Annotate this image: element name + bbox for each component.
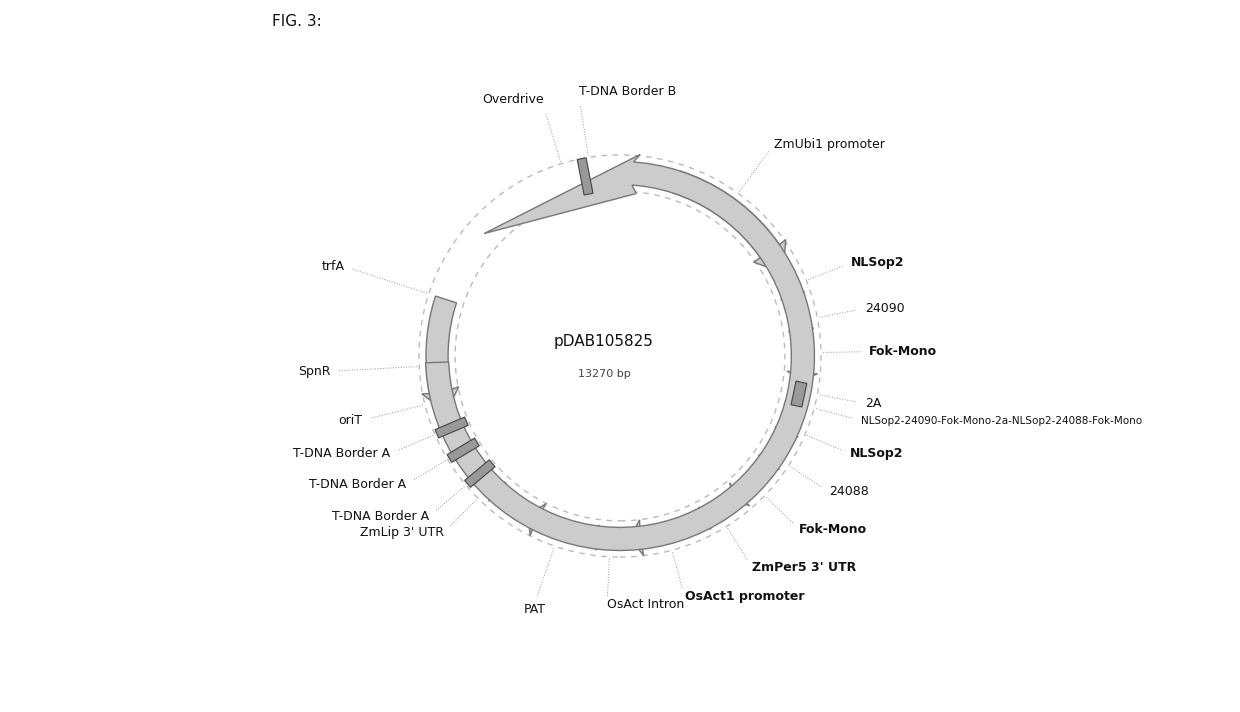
Polygon shape (430, 382, 453, 414)
Polygon shape (435, 417, 469, 438)
Text: PAT: PAT (525, 603, 546, 616)
Polygon shape (577, 158, 593, 195)
Polygon shape (775, 413, 800, 439)
Text: oriT: oriT (339, 414, 362, 426)
Text: 24090: 24090 (864, 302, 904, 315)
Text: ZmLip 3' UTR: ZmLip 3' UTR (360, 525, 444, 539)
Text: OsAct Intron: OsAct Intron (606, 599, 684, 612)
Polygon shape (791, 381, 807, 407)
Polygon shape (673, 171, 786, 273)
Polygon shape (630, 516, 692, 555)
Text: Fok-Mono: Fok-Mono (800, 523, 868, 535)
Text: 24088: 24088 (830, 486, 869, 498)
Text: T-DNA Border A: T-DNA Border A (294, 447, 391, 460)
Polygon shape (528, 503, 582, 545)
Polygon shape (787, 346, 817, 382)
Text: 13270 bp: 13270 bp (578, 369, 630, 379)
Polygon shape (489, 482, 525, 515)
Polygon shape (448, 438, 480, 462)
Text: ZmUbi1 promoter: ZmUbi1 promoter (774, 138, 884, 151)
Polygon shape (780, 278, 805, 303)
Polygon shape (697, 501, 727, 529)
Text: T-DNA Border B: T-DNA Border B (579, 85, 676, 98)
Text: FIG. 3:: FIG. 3: (273, 14, 322, 29)
Polygon shape (588, 525, 620, 550)
Text: trfA: trfA (321, 260, 345, 273)
Text: T-DNA Border A: T-DNA Border A (332, 510, 429, 523)
Polygon shape (759, 444, 785, 469)
Text: NLSop2: NLSop2 (849, 447, 903, 460)
Text: T-DNA Border A: T-DNA Border A (309, 478, 407, 491)
Text: ZmPer5 3' UTR: ZmPer5 3' UTR (753, 561, 857, 574)
Text: SpnR: SpnR (299, 365, 331, 377)
Polygon shape (729, 470, 765, 506)
Text: NLSop2: NLSop2 (851, 256, 905, 269)
Text: NLSop2-24090-Fok-Mono-2a-NLSop2-24088-Fok-Mono: NLSop2-24090-Fok-Mono-2a-NLSop2-24088-Fo… (861, 416, 1142, 426)
Text: 2A: 2A (864, 397, 882, 410)
Text: pDAB105825: pDAB105825 (554, 335, 653, 350)
Text: Overdrive: Overdrive (482, 93, 543, 106)
Text: OsAct1 promoter: OsAct1 promoter (684, 590, 804, 603)
Text: Fok-Mono: Fok-Mono (869, 345, 937, 358)
Polygon shape (425, 155, 815, 550)
Polygon shape (465, 460, 495, 488)
Polygon shape (422, 296, 459, 412)
Polygon shape (789, 313, 813, 337)
